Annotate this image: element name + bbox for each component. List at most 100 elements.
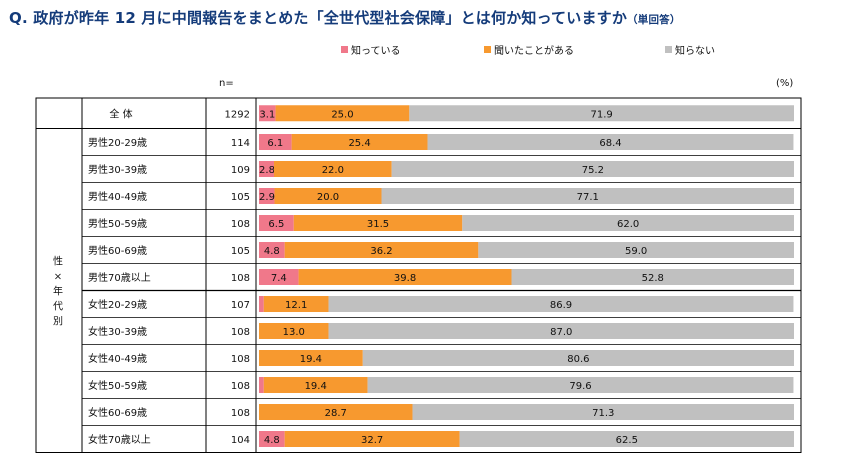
data-label: 2.9 xyxy=(259,192,275,203)
row-n: 109 xyxy=(231,165,250,176)
chart-title: Q. 政府が昨年 12 月に中間報告をまとめた「全世代型社会保障」とは何か知って… xyxy=(9,7,681,28)
bar-segment xyxy=(263,296,329,312)
data-label: 79.6 xyxy=(569,381,591,392)
bar-segment xyxy=(259,242,285,258)
data-label: 6.1 xyxy=(267,138,283,149)
bar-segment xyxy=(259,105,276,122)
bar-segment xyxy=(284,242,479,258)
data-label: 3.1 xyxy=(259,109,275,120)
row-n: 104 xyxy=(231,435,250,446)
legend-item-dont-know: 知らない xyxy=(665,42,715,57)
data-label: 62.0 xyxy=(617,219,639,230)
bar-segment xyxy=(259,215,294,231)
data-label: 4.8 xyxy=(264,246,280,257)
bar-segment xyxy=(259,404,413,420)
legend-item-heard: 聞いたことがある xyxy=(484,42,574,57)
bar-segment xyxy=(409,105,794,122)
row-n: 105 xyxy=(231,246,250,257)
row-label: 男性20-29歳 xyxy=(88,136,147,149)
bar-segment xyxy=(259,296,264,312)
data-label: 25.4 xyxy=(348,138,370,149)
data-label: 80.6 xyxy=(567,354,589,365)
data-label: 52.8 xyxy=(642,273,664,284)
table-border xyxy=(35,97,802,453)
row-n: 105 xyxy=(231,192,250,203)
data-label: 25.0 xyxy=(331,109,353,120)
row-label: 男性30-39歳 xyxy=(88,163,147,176)
bar-segment xyxy=(427,134,794,150)
data-label: 4.8 xyxy=(264,435,280,446)
legend-swatch-heard xyxy=(484,46,491,53)
row-label: 女性20-29歳 xyxy=(88,298,147,311)
row-label: 男性60-69歳 xyxy=(88,244,147,257)
legend-swatch-know xyxy=(341,46,348,53)
row-n: 1292 xyxy=(225,109,250,120)
group-label-char: 別 xyxy=(53,316,63,328)
bar-segment xyxy=(275,105,410,122)
row-n: 114 xyxy=(231,138,250,149)
data-label: 68.4 xyxy=(599,138,621,149)
row-n: 108 xyxy=(231,381,250,392)
bar-segment xyxy=(259,323,329,339)
legend-label-heard: 聞いたことがある xyxy=(494,46,574,57)
bar-segment xyxy=(298,269,512,285)
row-n: 107 xyxy=(231,300,250,311)
bar-segment xyxy=(459,431,794,447)
bar-segment xyxy=(259,188,275,204)
data-label: 13.0 xyxy=(283,327,305,338)
row-label: 女性70歳以上 xyxy=(88,433,151,446)
data-label: 87.0 xyxy=(550,327,572,338)
data-label: 28.7 xyxy=(325,408,347,419)
bar-segment xyxy=(274,188,382,204)
row-label: 男性40-49歳 xyxy=(88,190,147,203)
data-label: 19.4 xyxy=(305,381,327,392)
bar-segment xyxy=(328,296,794,312)
bar-segment xyxy=(293,215,463,231)
legend-swatch-dont-know xyxy=(665,46,672,53)
data-label: 86.9 xyxy=(550,300,572,311)
legend-label-dont-know: 知らない xyxy=(675,46,715,57)
data-label: 39.8 xyxy=(394,273,416,284)
data-label: 62.5 xyxy=(616,435,638,446)
data-label: 59.0 xyxy=(625,246,647,257)
group-label-char: 代 xyxy=(53,301,63,313)
row-n: 108 xyxy=(231,354,250,365)
group-label-char: 性 xyxy=(53,255,63,268)
legend: 知っている 聞いたことがある 知らない xyxy=(0,42,847,57)
data-label: 22.0 xyxy=(322,165,344,176)
bar-segment xyxy=(273,161,392,177)
bar-segment xyxy=(259,134,292,150)
data-label: 31.5 xyxy=(367,219,389,230)
data-label: 20.0 xyxy=(317,192,339,203)
data-label: 32.7 xyxy=(361,435,383,446)
data-label: 36.2 xyxy=(370,246,392,257)
row-label: 男性50-59歳 xyxy=(88,217,147,230)
bar-segment xyxy=(381,188,794,204)
bar-segment xyxy=(259,431,285,447)
row-n: 108 xyxy=(231,327,250,338)
data-label: 12.1 xyxy=(285,300,307,311)
row-label: 男性70歳以上 xyxy=(88,271,151,284)
title-text: Q. 政府が昨年 12 月に中間報告をまとめた「全世代型社会保障」とは何か知って… xyxy=(9,9,628,27)
group-label-char: × xyxy=(54,272,62,283)
data-label: 7.4 xyxy=(271,273,287,284)
bar-segment xyxy=(362,350,794,366)
bar-segment xyxy=(263,377,368,393)
legend-label-know: 知っている xyxy=(351,46,401,57)
row-n: 108 xyxy=(231,273,250,284)
data-label: 6.5 xyxy=(268,219,284,230)
bar-segment xyxy=(478,242,794,258)
row-label: 女性30-39歳 xyxy=(88,325,147,338)
bar-segment xyxy=(291,134,428,150)
data-label: 19.4 xyxy=(300,354,322,365)
unit-label: (%) xyxy=(776,78,794,89)
data-label: 71.9 xyxy=(591,109,613,120)
data-label: 2.8 xyxy=(259,165,275,176)
data-label: 75.2 xyxy=(582,165,604,176)
bar-segment xyxy=(412,404,794,420)
bar-segment xyxy=(284,431,460,447)
legend-item-know: 知っている xyxy=(341,42,401,57)
bar-segment xyxy=(328,323,794,339)
row-label: 女性40-49歳 xyxy=(88,352,147,365)
